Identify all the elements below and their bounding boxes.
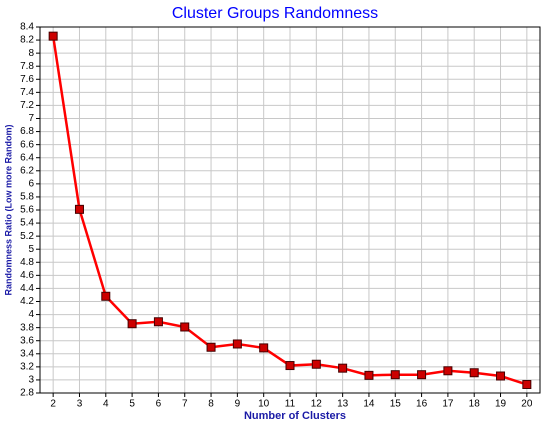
x-tick-label: 20 (521, 399, 533, 410)
y-tick-label: 4.6 (20, 270, 34, 281)
y-tick-label: 6.8 (20, 126, 34, 137)
y-tick-label: 6.6 (20, 139, 34, 150)
data-point (74, 204, 84, 214)
x-tick-label: 19 (495, 399, 507, 410)
data-point (417, 370, 427, 380)
x-tick-label: 10 (258, 399, 270, 410)
x-tick-label: 7 (182, 399, 188, 410)
y-tick-label: 3.6 (20, 335, 34, 346)
y-tick-label: 8.4 (20, 22, 34, 33)
x-tick-label: 17 (442, 399, 454, 410)
y-tick-label: 4.4 (20, 283, 34, 294)
x-tick-label: 15 (390, 399, 402, 410)
data-point (338, 363, 348, 373)
y-tick-label: 7 (28, 113, 34, 124)
x-tick-label: 13 (337, 399, 349, 410)
y-tick-label: 4.8 (20, 257, 34, 268)
y-tick-label: 8 (28, 48, 34, 59)
data-point (127, 319, 137, 329)
y-tick-label: 5 (28, 244, 34, 255)
y-tick-label: 3.4 (20, 348, 34, 359)
y-tick-label: 7.2 (20, 100, 34, 111)
x-tick-label: 12 (311, 399, 323, 410)
data-point (311, 359, 321, 369)
data-point (390, 370, 400, 380)
data-point (259, 343, 269, 353)
plot-frame (39, 26, 541, 394)
y-tick-label: 6 (28, 178, 34, 189)
data-point (285, 361, 295, 371)
x-tick-label: 4 (103, 399, 109, 410)
y-tick-label: 6.2 (20, 165, 34, 176)
data-point (153, 317, 163, 327)
data-point (180, 322, 190, 332)
x-tick-label: 16 (416, 399, 428, 410)
data-point (469, 368, 479, 378)
data-point (101, 291, 111, 301)
y-tick-label: 4 (28, 309, 34, 320)
x-tick-label: 2 (50, 399, 56, 410)
data-point (522, 380, 532, 390)
data-point (364, 370, 374, 380)
y-tick-label: 8.2 (20, 35, 34, 46)
x-axis-label: Number of Clusters (244, 410, 346, 422)
y-axis-label: Randomness Ratio (Low more Random) (3, 124, 13, 295)
chart-title: Cluster Groups Randomness (172, 5, 378, 22)
y-tick-label: 5.4 (20, 218, 34, 229)
x-tick-label: 14 (363, 399, 375, 410)
y-tick-label: 7.8 (20, 61, 34, 72)
y-tick-label: 3 (28, 375, 34, 386)
x-tick-label: 5 (129, 399, 135, 410)
y-tick-label: 2.8 (20, 388, 34, 399)
data-point (232, 339, 242, 349)
x-tick-label: 18 (469, 399, 481, 410)
y-tick-label: 5.2 (20, 231, 34, 242)
x-tick-label: 6 (156, 399, 162, 410)
data-point (206, 342, 216, 352)
data-point (48, 31, 58, 41)
y-tick-label: 4.2 (20, 296, 34, 307)
data-point (443, 366, 453, 376)
y-tick-label: 7.6 (20, 74, 34, 85)
y-tick-label: 3.2 (20, 361, 34, 372)
y-tick-label: 3.8 (20, 322, 34, 333)
y-tick-label: 5.8 (20, 192, 34, 203)
y-tick-label: 5.6 (20, 205, 34, 216)
y-tick-label: 6.4 (20, 152, 34, 163)
x-tick-label: 9 (235, 399, 241, 410)
data-point (496, 371, 506, 381)
y-tick-label: 7.4 (20, 87, 34, 98)
x-tick-label: 8 (208, 399, 214, 410)
x-tick-label: 3 (77, 399, 83, 410)
x-tick-label: 11 (285, 399, 296, 410)
